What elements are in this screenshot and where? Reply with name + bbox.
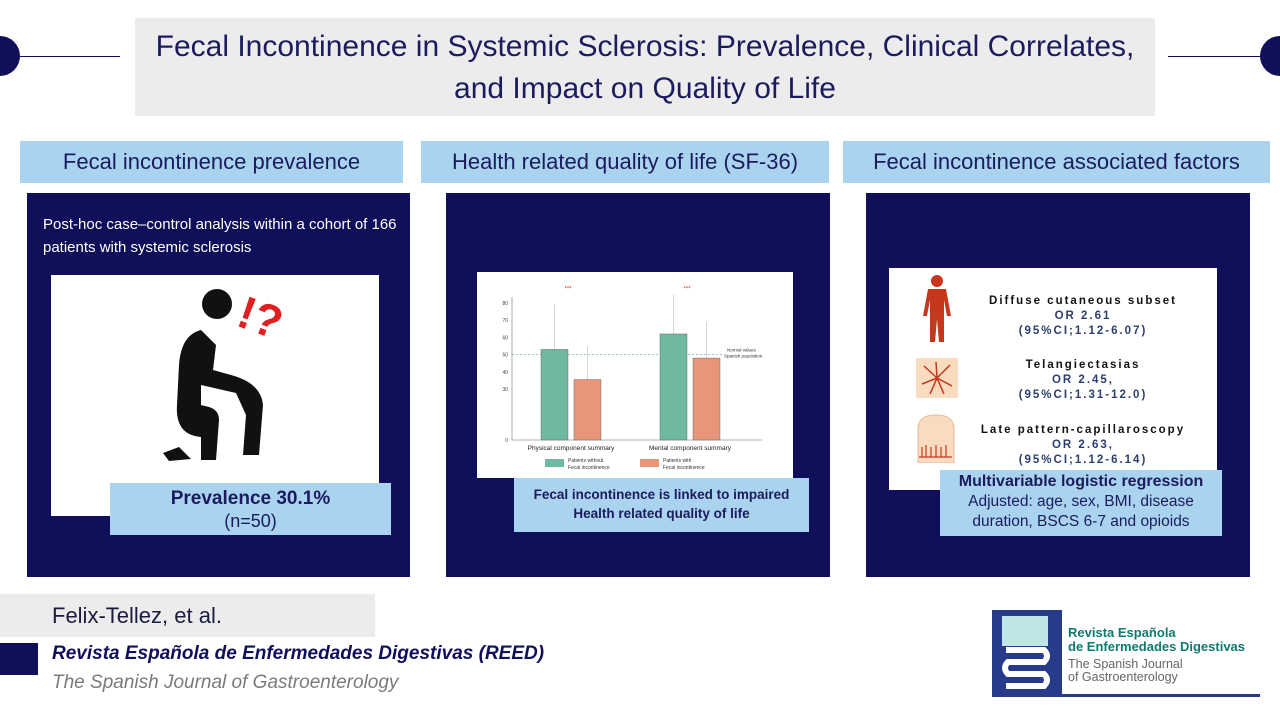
y-tick-label: 40 [502, 370, 508, 376]
qol-panel: 0 30 40 50 60 70 80 Normal values Spanish popula… [446, 193, 830, 577]
logo-line3: The Spanish Journal [1068, 657, 1183, 671]
decorative-line [1168, 56, 1262, 57]
bar [659, 333, 688, 441]
decorative-circle [1260, 36, 1280, 76]
reference-label: Normal values [727, 348, 757, 353]
svg-text:!?: !? [231, 286, 290, 350]
section-header-qol: Health related quality of life (SF-36) [421, 141, 829, 183]
authors: Felix-Tellez, et al. [0, 594, 375, 637]
factor-name: Diffuse cutaneous subset [989, 295, 1177, 307]
digestive-tract-logo-icon [992, 610, 1260, 697]
bar [573, 379, 602, 441]
factor-item: Telangiectasias OR 2.45, (95%CI;1.31-12.… [949, 358, 1217, 403]
y-tick-label: 80 [502, 301, 508, 307]
reference-label: Spanish population [724, 354, 763, 359]
page-title: Fecal Incontinence in Systemic Sclerosis… [135, 18, 1155, 116]
factor-or: OR 2.61 [1054, 310, 1112, 322]
y-tick-label: 30 [502, 387, 508, 393]
significance-marker: *** [564, 286, 572, 292]
journal-logo: Revista Española de Enfermedades Digesti… [992, 608, 1262, 698]
significance-marker: *** [683, 286, 691, 292]
factor-item: Diffuse cutaneous subset OR 2.61 (95%CI;… [949, 294, 1217, 339]
factor-or: OR 2.45, [1051, 374, 1115, 386]
y-tick-label: 70 [502, 318, 508, 324]
factor-ci: (95%CI;1.12-6.07) [1018, 325, 1148, 337]
y-tick-label: 60 [502, 335, 508, 341]
y-tick-label: 50 [502, 353, 508, 359]
decorative-circle [0, 36, 20, 76]
prevalence-result-box: Prevalence 30.1% (n=50) [110, 483, 391, 535]
section-header-factors: Fecal incontinence associated factors [843, 141, 1270, 183]
legend-label: Fecal incontinence [568, 465, 610, 471]
regression-box: Multivariable logistic regression Adjust… [940, 470, 1222, 536]
qol-caption: Fecal incontinence is linked to impaired… [514, 478, 809, 532]
x-tick-label: Mental component summary [649, 445, 732, 452]
legend-swatch [545, 459, 564, 467]
person-squatting-question-icon: !? [163, 286, 290, 461]
regression-adjustment: Adjusted: age, sex, BMI, disease duratio… [968, 493, 1194, 530]
legend-label: Patients with [663, 458, 692, 464]
study-description: Post-hoc case–control analysis within a … [43, 216, 397, 256]
logo-line4: of Gastroenterology [1068, 670, 1178, 684]
prevalence-value: Prevalence 30.1% [170, 488, 331, 509]
decorative-line [20, 56, 120, 57]
human-body-icon [923, 275, 951, 342]
telangiectasia-icon [916, 358, 958, 398]
y-tick-label: 0 [505, 438, 508, 444]
factor-or: OR 2.63, [1051, 439, 1115, 451]
factor-name: Telangiectasias [1025, 359, 1141, 371]
prevalence-panel: Post-hoc case–control analysis within a … [27, 193, 410, 577]
regression-title: Multivariable logistic regression [958, 473, 1204, 490]
prevalence-n: (n=50) [224, 511, 277, 531]
factors-list: Diffuse cutaneous subset OR 2.61 (95%CI;… [889, 268, 1217, 490]
logo-line1: Revista Española [1068, 625, 1176, 640]
factor-ci: (95%CI;1.31-12.0) [1018, 389, 1148, 401]
fingernail-capillary-icon [917, 414, 955, 463]
legend-label: Patients without [568, 458, 604, 464]
bar [540, 349, 569, 441]
prevalence-illustration: !? [51, 275, 379, 516]
factor-item: Late pattern-capillaroscopy OR 2.63, (95… [949, 423, 1217, 468]
section-header-prevalence: Fecal incontinence prevalence [20, 141, 403, 183]
journal-name: Revista Española de Enfermedades Digesti… [52, 643, 545, 664]
factor-name: Late pattern-capillaroscopy [980, 424, 1186, 436]
legend-label: Fecal incontinence [663, 465, 705, 471]
x-tick-label: Physical component summary [528, 445, 615, 452]
legend-swatch [640, 459, 659, 467]
logo-line2: de Enfermedades Digestivas [1068, 639, 1246, 654]
bar [692, 357, 721, 441]
factor-ci: (95%CI;1.12-6.14) [1018, 454, 1148, 466]
decorative-square [0, 643, 38, 675]
sf36-chart: 0 30 40 50 60 70 80 Normal values Spanish popula… [477, 272, 793, 478]
journal-english-name: The Spanish Journal of Gastroenterology [52, 672, 399, 693]
factors-panel: Diffuse cutaneous subset OR 2.61 (95%CI;… [866, 193, 1250, 577]
